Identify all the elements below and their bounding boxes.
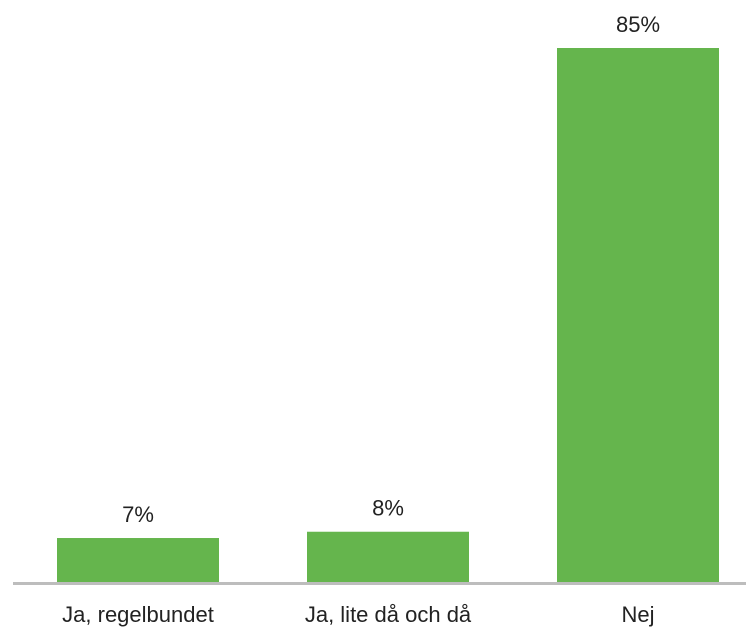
bar <box>307 531 469 582</box>
x-tick-label: Ja, regelbundet <box>62 602 214 627</box>
bar <box>557 48 719 582</box>
value-label: 85% <box>616 12 660 37</box>
x-tick-label: Ja, lite då och då <box>305 602 472 627</box>
bar <box>57 538 219 582</box>
value-label: 7% <box>122 502 154 527</box>
x-tick-label: Nej <box>621 602 654 627</box>
value-label: 8% <box>372 496 404 521</box>
